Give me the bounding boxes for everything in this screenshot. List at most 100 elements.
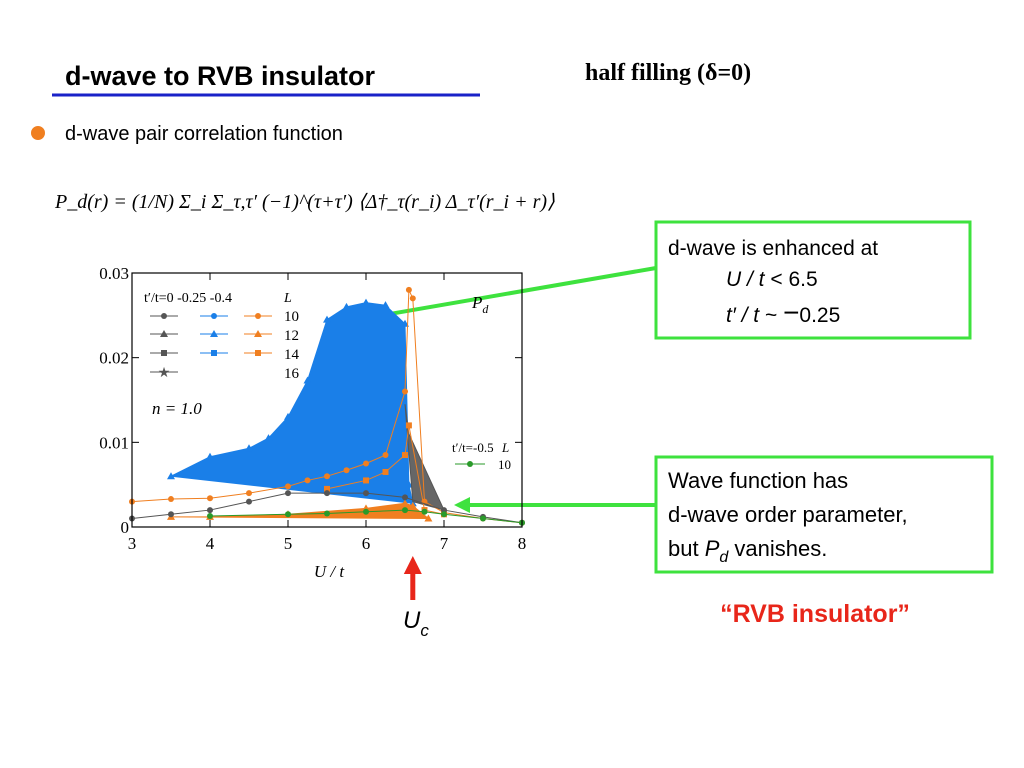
y-tick-label: 0.02 xyxy=(99,349,129,368)
point xyxy=(245,444,253,452)
point xyxy=(363,477,369,484)
text: 0.25 xyxy=(799,304,840,327)
x-tick-label: 6 xyxy=(362,534,371,553)
y-tick-label: 0.03 xyxy=(99,264,129,283)
callout-line: t′ / t ~ −0.25 xyxy=(726,297,840,328)
legend-marker xyxy=(255,350,261,356)
point xyxy=(409,295,416,302)
bullet-dot xyxy=(31,126,45,140)
callout-line: U / t < 6.5 xyxy=(726,268,818,291)
legend-marker xyxy=(254,330,262,337)
point xyxy=(284,412,292,420)
legend-row: 16 xyxy=(284,366,300,382)
text: ~ xyxy=(759,304,783,327)
area xyxy=(169,302,414,504)
callout-arrow xyxy=(377,266,657,318)
legend-marker xyxy=(160,330,168,337)
point xyxy=(168,511,174,518)
uc-label: Uc xyxy=(403,607,429,640)
legend-row: 10 xyxy=(498,457,511,472)
point xyxy=(402,388,408,395)
x-tick-label: 7 xyxy=(440,534,449,553)
x-tick-label: 8 xyxy=(518,534,527,553)
density-label: n = 1.0 xyxy=(152,399,202,418)
bullet-text: d-wave pair correlation function xyxy=(65,123,343,145)
point xyxy=(324,485,330,492)
callout-box xyxy=(654,220,972,340)
point xyxy=(342,302,351,310)
plot-frame xyxy=(131,272,523,528)
legend-markers: ★ xyxy=(150,313,485,467)
point xyxy=(323,315,331,323)
point xyxy=(480,515,486,522)
math: U / t xyxy=(726,268,766,291)
point xyxy=(168,496,174,503)
callout-line: Wave function has xyxy=(668,468,848,493)
point xyxy=(167,472,175,480)
point xyxy=(401,319,409,327)
x-axis-label: U / t xyxy=(314,562,346,581)
point xyxy=(246,498,252,505)
x-tick-label: 4 xyxy=(206,534,215,553)
point xyxy=(363,490,369,497)
text: − xyxy=(783,297,799,328)
point xyxy=(363,460,369,467)
legend-marker xyxy=(255,313,261,319)
y-tick-label: 0.01 xyxy=(99,433,129,452)
annotation-sub: d xyxy=(482,302,489,316)
point xyxy=(404,480,413,488)
y-tick-label: 0 xyxy=(121,518,130,537)
formula: P_d(r) = (1/N) Σ_i Σ_τ,τ′ (−1)^(τ+τ′) ⟨Δ… xyxy=(54,191,555,213)
x-tick-label: 3 xyxy=(128,534,137,553)
callout-line: d-wave order parameter, xyxy=(668,502,908,527)
point xyxy=(421,508,428,515)
point xyxy=(401,499,409,507)
point xyxy=(441,511,447,518)
legend-size-label: L xyxy=(283,291,292,306)
point xyxy=(402,507,408,514)
point xyxy=(382,452,389,459)
legend-marker xyxy=(211,313,217,319)
text: < 6.5 xyxy=(765,268,818,291)
point xyxy=(402,452,408,459)
legend-marker xyxy=(161,350,167,356)
point xyxy=(424,514,433,522)
math: t′ / t xyxy=(726,304,760,327)
callout-box xyxy=(654,455,994,574)
arrowhead xyxy=(454,497,470,513)
text: but xyxy=(668,536,705,561)
point xyxy=(207,512,213,519)
point xyxy=(246,490,252,497)
point xyxy=(264,434,273,442)
math-sub: d xyxy=(719,549,729,566)
legend-header: t′/t=-0.5 xyxy=(452,440,494,455)
point xyxy=(408,501,417,509)
point xyxy=(324,510,330,517)
legend-size-label: L xyxy=(501,440,509,455)
annotation-main: P xyxy=(471,293,482,312)
uc-arrowhead xyxy=(403,556,422,574)
legend-marker xyxy=(161,313,167,319)
callout-line: but Pd vanishes. xyxy=(668,536,827,566)
point xyxy=(207,507,213,514)
point xyxy=(441,507,447,514)
legend-header: t′/t=0 -0.25 -0.4 xyxy=(144,291,232,306)
point xyxy=(405,422,412,429)
callout-line: d-wave is enhanced at xyxy=(668,237,878,260)
point xyxy=(285,490,291,497)
legend-marker: ★ xyxy=(158,364,171,380)
math: U xyxy=(403,607,421,634)
point xyxy=(362,298,370,306)
point xyxy=(304,477,311,484)
math-sub: c xyxy=(420,621,429,640)
legend-marker xyxy=(211,350,217,356)
point xyxy=(324,473,330,480)
point xyxy=(402,494,408,501)
point xyxy=(324,490,330,497)
legend-marker xyxy=(467,461,473,467)
annotation: Pd xyxy=(471,293,489,316)
point xyxy=(363,508,369,515)
point xyxy=(285,511,291,518)
